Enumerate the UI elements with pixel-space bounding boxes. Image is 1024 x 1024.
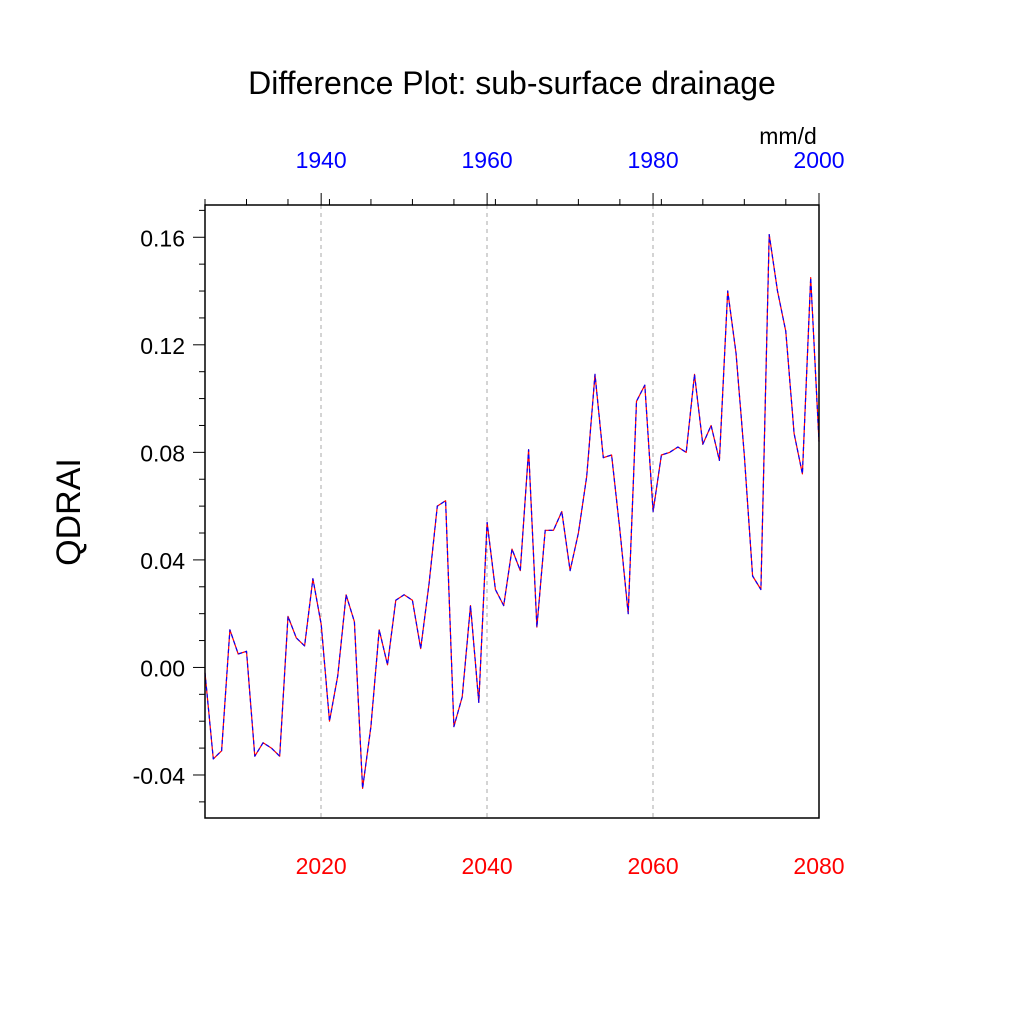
y-axis-label: QDRAI [50, 458, 88, 566]
tick-labels: -0.04 0.00 0.04 0.08 0.12 0.16 2020 2040 2060 208… [133, 147, 845, 879]
chart-title: Difference Plot: sub-surface drainage [248, 65, 776, 101]
x-bottom-tick-label: 2020 [296, 853, 347, 879]
data-series [204, 234, 820, 790]
x-bottom-tick-label: 2060 [627, 853, 678, 879]
y-tick-label: 0.12 [140, 333, 185, 359]
x-bottom-tick-label: 2040 [462, 853, 513, 879]
y-tick-label: 0.04 [140, 548, 185, 574]
plot-frame [204, 204, 820, 819]
series-line-past [204, 234, 820, 790]
y-tick-label: 0.16 [140, 225, 185, 251]
units-label: mm/d [759, 123, 817, 149]
axis-ticks [193, 193, 820, 803]
y-tick-label: 0.08 [140, 440, 185, 466]
x-top-tick-label: 1980 [627, 147, 678, 173]
y-tick-label: 0.00 [140, 655, 185, 681]
x-top-tick-label: 1940 [296, 147, 347, 173]
x-top-tick-label: 2000 [793, 147, 844, 173]
x-bottom-tick-label: 2080 [793, 853, 844, 879]
y-tick-label: -0.04 [133, 763, 186, 789]
x-top-tick-label: 1960 [462, 147, 513, 173]
